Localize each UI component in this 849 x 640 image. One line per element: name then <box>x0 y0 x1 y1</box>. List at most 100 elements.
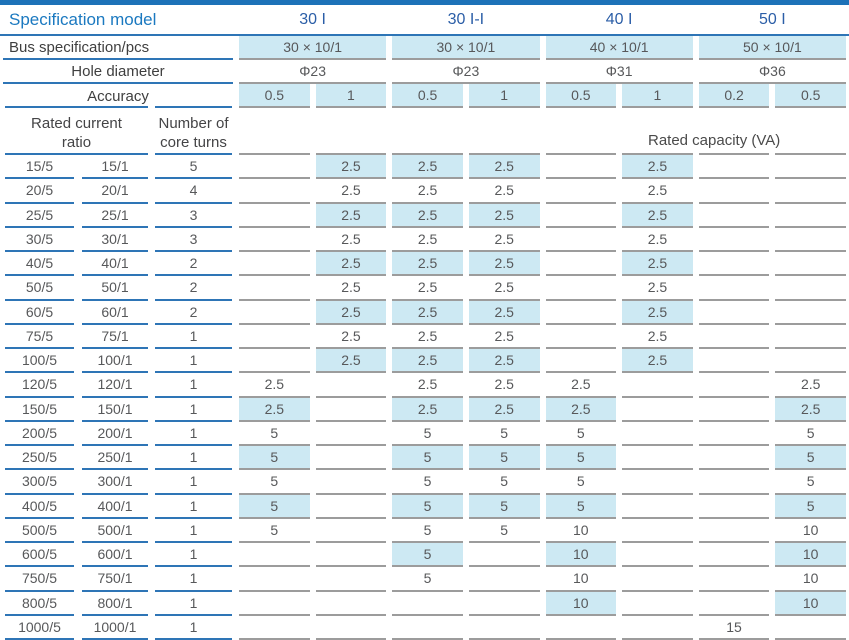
accuracy-cell: 1 <box>315 84 387 108</box>
core-turns-cell: 1 <box>155 543 232 568</box>
ratio-1-cell: 50/1 <box>82 276 148 301</box>
model-header-30I: 30 I <box>299 10 326 28</box>
capacity-cell: 5 <box>545 422 617 446</box>
capacity-cell <box>698 446 770 471</box>
bus-spec-cell: 40 × 10/1 <box>545 36 693 60</box>
accuracy-cell: 0.5 <box>239 84 310 108</box>
ratio-5-cell: 60/5 <box>5 301 74 325</box>
capacity-cell: 10 <box>545 543 617 568</box>
ratio-1-cell: 600/1 <box>82 543 148 568</box>
table-row: 250/5 250/1 1 5 5 5 5 5 <box>0 446 849 471</box>
ratio-1-cell: 400/1 <box>82 495 148 519</box>
ratio-5-cell: 25/5 <box>5 204 74 228</box>
capacity-cell: 2.5 <box>468 203 540 228</box>
core-turns-cell: 2 <box>155 276 232 301</box>
hole-diameter-label: Hole diameter <box>3 60 233 84</box>
capacity-cell: 5 <box>392 446 463 471</box>
capacity-cell: 5 <box>392 470 463 495</box>
capacity-cell <box>622 398 693 422</box>
capacity-cell <box>315 616 387 640</box>
table-row: 400/5 400/1 1 5 5 5 5 5 <box>0 494 849 519</box>
table-row: 60/5 60/1 2 2.5 2.5 2.5 2.5 <box>0 300 849 325</box>
capacity-cell <box>468 567 540 592</box>
capacity-cell <box>622 373 693 398</box>
ratio-5-cell: 500/5 <box>5 519 74 543</box>
accuracy-cell: 1 <box>622 84 693 108</box>
ratio-5-cell: 30/5 <box>5 228 74 252</box>
core-turns-cell: 1 <box>155 519 232 543</box>
accuracy-cells: 0.5 1 0.5 1 0.5 1 0.2 0.5 <box>236 84 849 108</box>
table-row: 15/5 15/1 5 2.5 2.5 2.5 2.5 <box>0 155 849 180</box>
capacity-cell <box>698 325 770 349</box>
accuracy-underline-right <box>155 106 232 108</box>
capacity-cells: 2.5 2.5 2.5 2.5 2.5 <box>236 397 849 422</box>
capacity-cells: 10 10 <box>236 591 849 616</box>
table-body: 15/5 15/1 5 2.5 2.5 2.5 2.5 20/5 20/1 4 2.5 2.5 2.5 2… <box>0 155 849 640</box>
capacity-cell <box>775 204 846 228</box>
table-row: 150/5 150/1 1 2.5 2.5 2.5 2.5 2.5 <box>0 397 849 422</box>
capacity-cell: 2.5 <box>468 179 540 204</box>
capacity-cell <box>545 301 617 325</box>
capacity-cells: 5 10 10 <box>236 543 849 568</box>
capacity-cell <box>545 349 617 374</box>
capacity-cell <box>698 228 770 252</box>
capacity-cell <box>468 543 540 568</box>
ratio-1-cell: 20/1 <box>82 179 148 204</box>
capacity-cell: 5 <box>775 422 846 446</box>
capacity-cell <box>698 567 770 592</box>
bus-spec-cell: 30 × 10/1 <box>239 36 387 60</box>
capacity-cell <box>315 398 387 422</box>
capacity-cell: 2.5 <box>392 397 463 422</box>
capacity-cell: 2.5 <box>315 300 387 325</box>
hole-diameter-cell: Φ23 <box>392 60 540 84</box>
ratio-5-cell: 600/5 <box>5 543 74 568</box>
capacity-cells: 2.5 2.5 2.5 2.5 <box>236 252 849 277</box>
capacity-cell <box>622 592 693 616</box>
capacity-cell <box>545 228 617 252</box>
capacity-cell <box>545 252 617 277</box>
capacity-cell: 2.5 <box>315 179 387 204</box>
capacity-cell: 10 <box>775 591 846 616</box>
capacity-cell <box>698 519 770 543</box>
capacity-cells: 2.5 2.5 2.5 2.5 <box>236 349 849 374</box>
capacity-cell: 2.5 <box>622 155 693 180</box>
capacity-cell: 5 <box>239 519 310 543</box>
capacity-cell: 2.5 <box>392 179 463 204</box>
capacity-cell: 5 <box>392 422 463 446</box>
capacity-cells: 2.5 2.5 2.5 2.5 <box>236 155 849 180</box>
capacity-header-cell <box>775 108 846 155</box>
capacity-cell <box>698 470 770 495</box>
accuracy-label-cell: Accuracy <box>0 84 236 108</box>
capacity-cell: 2.5 <box>468 228 540 252</box>
capacity-cell: 5 <box>468 446 540 471</box>
capacity-cell <box>392 592 463 616</box>
core-turns-cell: 4 <box>155 179 232 204</box>
capacity-cell <box>315 470 387 495</box>
capacity-cell: 5 <box>239 470 310 495</box>
model-headers: 30 I 30 I-I 40 I 50 I <box>236 5 849 34</box>
table-row: 40/5 40/1 2 2.5 2.5 2.5 2.5 <box>0 252 849 277</box>
capacity-cell: 5 <box>775 446 846 471</box>
capacity-cell <box>392 616 463 640</box>
capacity-cell: 5 <box>392 543 463 568</box>
capacity-cell: 5 <box>239 422 310 446</box>
capacity-cell <box>239 252 310 277</box>
ratio-1-cell: 150/1 <box>82 398 148 422</box>
table-row: 750/5 750/1 1 5 10 10 <box>0 567 849 592</box>
core-turns-cell: 2 <box>155 252 232 277</box>
capacity-cell: 10 <box>545 591 617 616</box>
table-row: 75/5 75/1 1 2.5 2.5 2.5 2.5 <box>0 325 849 349</box>
capacity-cell <box>622 567 693 592</box>
capacity-cell <box>775 276 846 301</box>
core-turns-header: Number of core turns <box>155 108 232 155</box>
capacity-cell <box>622 446 693 471</box>
hole-diameter-cells: Φ23 Φ23 Φ31 Φ36 <box>236 60 849 84</box>
capacity-cell: 2.5 <box>315 325 387 349</box>
capacity-cell: 5 <box>468 494 540 519</box>
ratio-1-cell: 1000/1 <box>82 616 148 640</box>
table-row: 200/5 200/1 1 5 5 5 5 5 <box>0 422 849 446</box>
capacity-cell: 2.5 <box>239 373 310 398</box>
ratio-5-cell: 200/5 <box>5 422 74 446</box>
